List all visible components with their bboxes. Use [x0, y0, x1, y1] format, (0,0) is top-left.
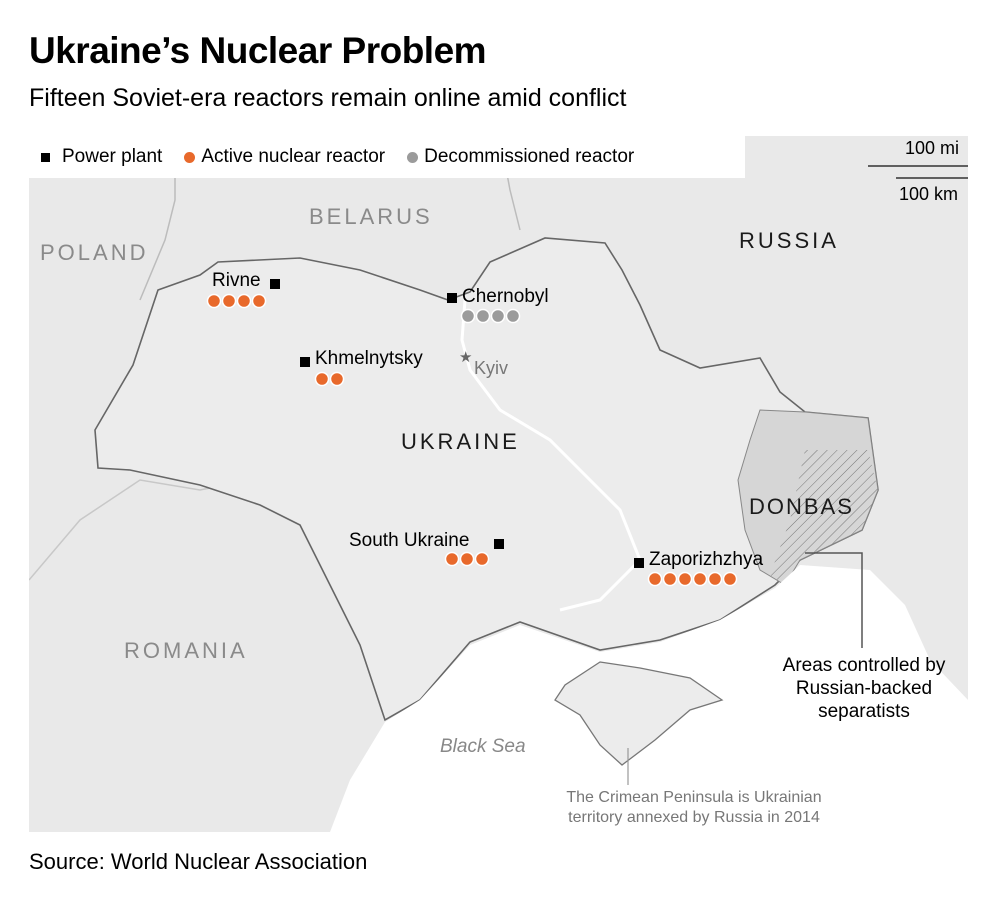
- legend-power-plant: Power plant: [41, 146, 162, 168]
- legend-label: Decommissioned reactor: [424, 146, 635, 167]
- map-shapes: [29, 136, 968, 832]
- active-reactor-dot: [474, 551, 490, 567]
- chart-title: Ukraine’s Nuclear Problem: [29, 30, 487, 71]
- orange-dot-icon: [184, 151, 196, 163]
- active-reactor-dot: [314, 371, 330, 387]
- active-reactor-dot: [692, 571, 708, 587]
- label-romania: ROMANIA: [124, 638, 248, 663]
- active-reactor-dot: [206, 293, 222, 309]
- crimea: [554, 661, 724, 766]
- active-reactor-dot: [647, 571, 663, 587]
- source-note: Source: World Nuclear Association: [29, 849, 368, 874]
- power-plant-square-icon: [447, 293, 457, 303]
- active-reactor-dot: [329, 371, 345, 387]
- separatist-leader-line: [805, 552, 863, 648]
- legend-label: Active nuclear reactor: [201, 146, 386, 167]
- label-ukraine: UKRAINE: [401, 429, 520, 454]
- active-reactor-dot: [444, 551, 460, 567]
- separatist-hatch: [770, 450, 878, 585]
- power-plant-square-icon: [300, 357, 310, 367]
- active-reactor-dot: [677, 571, 693, 587]
- chart-subtitle: Fifteen Soviet-era reactors remain onlin…: [29, 84, 627, 112]
- map: Power plant Active nuclear reactor Decom…: [29, 136, 968, 832]
- label-belarus: BELARUS: [309, 204, 433, 229]
- legend: Power plant Active nuclear reactor Decom…: [29, 136, 745, 178]
- legend-label: Power plant: [62, 146, 163, 167]
- crimea-annotation: The Crimean Peninsula is Ukrainian terri…: [566, 789, 822, 826]
- label-black-sea: Black Sea: [440, 736, 526, 757]
- dnipro-river: [460, 299, 642, 612]
- decommissioned-reactor-dot: [475, 308, 491, 324]
- scale-label-miles: 100 mi: [905, 138, 960, 158]
- active-reactor-dot: [236, 293, 252, 309]
- decommissioned-reactor-dot: [505, 308, 521, 324]
- decommissioned-reactor-dot: [490, 308, 506, 324]
- scale-label-km: 100 km: [899, 184, 959, 204]
- power-plant-square-icon: [634, 558, 644, 568]
- plant-label-south-ukraine: South Ukraine: [349, 530, 470, 551]
- gray-dot-icon: [407, 151, 419, 163]
- active-reactor-dot: [221, 293, 237, 309]
- square-icon: [41, 152, 50, 162]
- legend-active: Active nuclear reactor: [184, 146, 385, 168]
- plant-label-khmelnytsky: Khmelnytsky: [315, 348, 423, 369]
- active-reactor-dot: [459, 551, 475, 567]
- capital-star-icon: ★: [459, 349, 473, 366]
- label-russia: RUSSIA: [739, 228, 839, 253]
- label-kyiv: Kyiv: [474, 358, 509, 378]
- decommissioned-reactor-dot: [460, 308, 476, 324]
- power-plant-square-icon: [270, 279, 280, 289]
- active-reactor-dot: [722, 571, 738, 587]
- active-reactor-dot: [662, 571, 678, 587]
- legend-decommissioned: Decommissioned reactor: [407, 146, 634, 168]
- active-reactor-dot: [707, 571, 723, 587]
- power-plant-square-icon: [494, 539, 504, 549]
- label-donbas: DONBAS: [749, 494, 854, 519]
- active-reactor-dot: [251, 293, 267, 309]
- label-poland: POLAND: [40, 240, 149, 265]
- plant-label-rivne: Rivne: [212, 270, 261, 291]
- plant-label-zaporizhzhya: Zaporizhzhya: [649, 549, 764, 570]
- separatist-annotation: Areas controlled by Russian-backed separ…: [782, 655, 946, 722]
- plant-markers: [206, 279, 738, 587]
- plant-label-chernobyl: Chernobyl: [462, 286, 549, 307]
